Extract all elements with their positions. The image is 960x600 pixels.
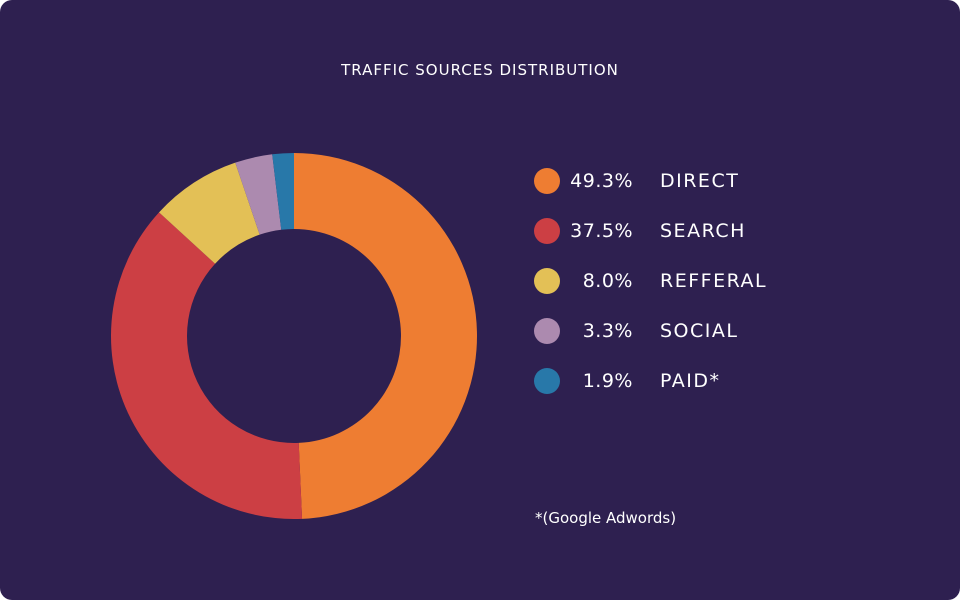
legend-swatch (534, 268, 560, 294)
legend-swatch (534, 218, 560, 244)
slice-refferal (159, 162, 260, 264)
legend-percent: 37.5% (570, 220, 633, 242)
legend-item-social: 3.3% SOCIAL (534, 316, 767, 366)
legend-swatch (534, 368, 560, 394)
legend-label: DIRECT (660, 170, 740, 192)
legend-label: PAID* (660, 370, 721, 392)
slice-social (235, 154, 282, 235)
legend-percent: 1.9% (582, 370, 633, 392)
legend-swatch (534, 168, 560, 194)
legend-label: SEARCH (660, 220, 746, 242)
legend-percent: 49.3% (570, 170, 633, 192)
slice-search (111, 212, 303, 519)
legend-item-search: 37.5% SEARCH (534, 216, 767, 266)
chart-title: TRAFFIC SOURCES DISTRIBUTION (341, 61, 619, 79)
legend: 49.3% DIRECT 37.5% SEARCH 8.0% REFFERAL 3.3% SO… (534, 166, 767, 416)
legend-item-direct: 49.3% DIRECT (534, 166, 767, 216)
slice-direct (294, 153, 477, 519)
legend-item-refferal: 8.0% REFFERAL (534, 266, 767, 316)
donut-chart (111, 153, 477, 519)
legend-swatch (534, 318, 560, 344)
slice-paid (272, 153, 294, 230)
legend-item-paid: 1.9% PAID* (534, 366, 767, 416)
legend-percent: 8.0% (582, 270, 633, 292)
legend-label: REFFERAL (660, 270, 768, 292)
legend-label: SOCIAL (660, 320, 739, 342)
legend-percent: 3.3% (582, 320, 633, 342)
footnote: *(Google Adwords) (535, 509, 677, 527)
